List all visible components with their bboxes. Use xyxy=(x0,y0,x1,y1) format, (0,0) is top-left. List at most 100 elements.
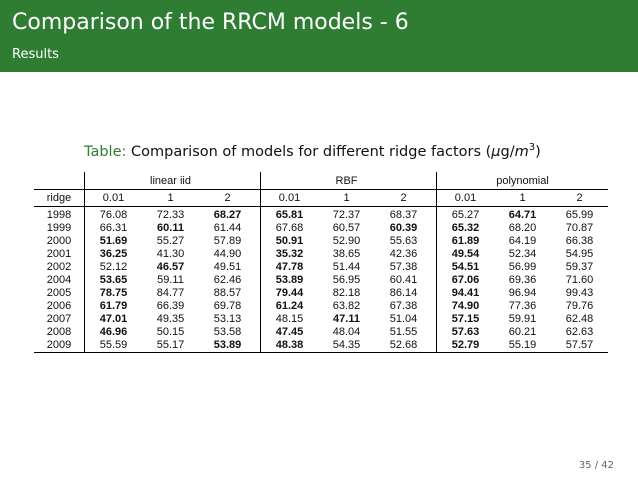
value-cell: 52.12 xyxy=(99,261,128,273)
best-value: 35.32 xyxy=(275,248,304,260)
value-cell: 62.63 xyxy=(565,326,594,338)
caption-text: Comparison of models for different ridge… xyxy=(131,144,492,160)
value-cell: 64.71 xyxy=(494,207,551,223)
value-cell: 55.19 xyxy=(494,339,551,353)
caption-close: ) xyxy=(535,144,541,160)
value-cell: 82.18 xyxy=(332,287,361,299)
value-cell: 61.44 xyxy=(213,222,242,234)
value-cell: 53.65 xyxy=(85,274,143,287)
best-value: 46.96 xyxy=(99,326,128,338)
value-cell: 54.51 xyxy=(437,261,495,274)
value-cell: 55.17 xyxy=(142,339,199,353)
table-row: 2006 61.79 66.39 69.78 61.24 63.82 67.38 74.90 7… xyxy=(34,300,608,313)
best-value: 65.81 xyxy=(275,209,304,221)
value-cell: 47.78 xyxy=(261,261,319,274)
value-cell: 79.44 xyxy=(261,287,319,300)
sub-header-cell: 1 xyxy=(494,189,551,207)
year-cell: 2002 xyxy=(34,261,85,274)
year-cell: 2006 xyxy=(34,300,85,313)
year-cell: 2001 xyxy=(34,248,85,261)
value-cell: 64.19 xyxy=(508,235,537,247)
sub-header-cell: 2 xyxy=(375,189,432,207)
best-value: 36.25 xyxy=(99,248,128,260)
value-cell: 65.27 xyxy=(451,209,480,221)
value-cell: 56.99 xyxy=(508,261,537,273)
value-cell: 72.37 xyxy=(332,209,361,221)
value-cell: 55.27 xyxy=(156,235,185,247)
group-gap xyxy=(256,189,261,207)
group-gap xyxy=(432,313,437,326)
value-cell: 57.89 xyxy=(213,235,242,247)
caption-unit-mu: μ xyxy=(491,144,501,160)
value-cell: 51.55 xyxy=(389,326,418,338)
best-value: 51.69 xyxy=(99,235,128,247)
value-cell: 77.36 xyxy=(508,300,537,312)
year-cell: 2004 xyxy=(34,274,85,287)
value-cell: 57.63 xyxy=(437,326,495,339)
value-cell: 67.38 xyxy=(389,300,418,312)
value-cell: 68.20 xyxy=(508,222,537,234)
best-value: 53.89 xyxy=(213,339,242,351)
group-gap xyxy=(432,235,437,248)
best-value: 57.63 xyxy=(451,326,480,338)
value-cell: 65.32 xyxy=(437,222,495,235)
value-cell: 66.31 xyxy=(99,222,128,234)
year-cell: 2008 xyxy=(34,326,85,339)
value-cell: 48.38 xyxy=(260,339,318,353)
value-cell: 65.99 xyxy=(565,209,594,221)
value-cell: 59.37 xyxy=(565,261,594,273)
value-cell: 61.79 xyxy=(85,300,143,313)
value-cell: 55.59 xyxy=(84,339,142,353)
year-cell: 2000 xyxy=(34,235,85,248)
group-gap xyxy=(256,172,261,190)
value-cell: 96.94 xyxy=(508,287,537,299)
value-cell: 57.38 xyxy=(389,261,418,273)
best-value: 52.79 xyxy=(451,339,480,351)
slide-subtitle: Results xyxy=(12,47,59,62)
table-row: 2004 53.65 59.11 62.46 53.89 56.95 60.41 67.06 6… xyxy=(34,274,608,287)
year-cell: 2009 xyxy=(34,339,85,353)
table-row: 2008 46.96 50.15 53.58 47.45 48.04 51.55 57.63 6… xyxy=(34,326,608,339)
table-row: 2005 78.75 84.77 88.57 79.44 82.18 86.14 94.41 9… xyxy=(34,287,608,300)
group-header-poly: polynomial xyxy=(496,175,549,187)
group-gap xyxy=(256,287,261,300)
value-cell: 48.04 xyxy=(332,326,361,338)
value-cell: 48.15 xyxy=(275,313,304,325)
value-cell: 51.44 xyxy=(332,261,361,273)
group-gap xyxy=(256,300,261,313)
sub-header-cell: 0.01 xyxy=(436,189,494,207)
group-gap xyxy=(432,300,437,313)
value-cell: 49.35 xyxy=(156,313,185,325)
best-value: 57.15 xyxy=(451,313,480,325)
row-header-label: ridge xyxy=(34,189,85,207)
value-cell: 47.01 xyxy=(85,313,143,326)
value-cell: 42.36 xyxy=(389,248,418,260)
caption-label: Table: xyxy=(84,144,127,160)
year-cell: 1998 xyxy=(34,206,85,222)
value-cell: 53.13 xyxy=(213,313,242,325)
sub-header-cell: 0.01 xyxy=(84,189,142,207)
group-gap xyxy=(432,222,437,235)
slide-header: Comparison of the RRCM models - 6 Result… xyxy=(0,0,638,72)
value-cell: 53.89 xyxy=(199,339,256,353)
sub-header-cell: 2 xyxy=(199,189,256,207)
value-cell: 49.51 xyxy=(213,261,242,273)
year-cell: 2005 xyxy=(34,287,85,300)
best-value: 61.89 xyxy=(451,235,480,247)
group-gap xyxy=(256,326,261,339)
value-cell: 53.58 xyxy=(213,326,242,338)
best-value: 60.11 xyxy=(157,222,184,234)
best-value: 49.54 xyxy=(451,248,480,260)
sub-header-cell: 0.01 xyxy=(260,189,318,207)
value-cell: 49.54 xyxy=(437,248,495,261)
value-cell: 51.04 xyxy=(389,313,418,325)
year-cell: 2007 xyxy=(34,313,85,326)
caption-unit-m: m xyxy=(514,144,529,160)
group-gap xyxy=(256,206,261,222)
sub-header-row: ridge 0.01 1 2 0.01 1 2 0.01 1 2 xyxy=(34,189,608,207)
best-value: 47.01 xyxy=(99,313,128,325)
value-cell: 99.43 xyxy=(565,287,594,299)
group-gap xyxy=(432,326,437,339)
value-cell: 52.79 xyxy=(436,339,494,353)
